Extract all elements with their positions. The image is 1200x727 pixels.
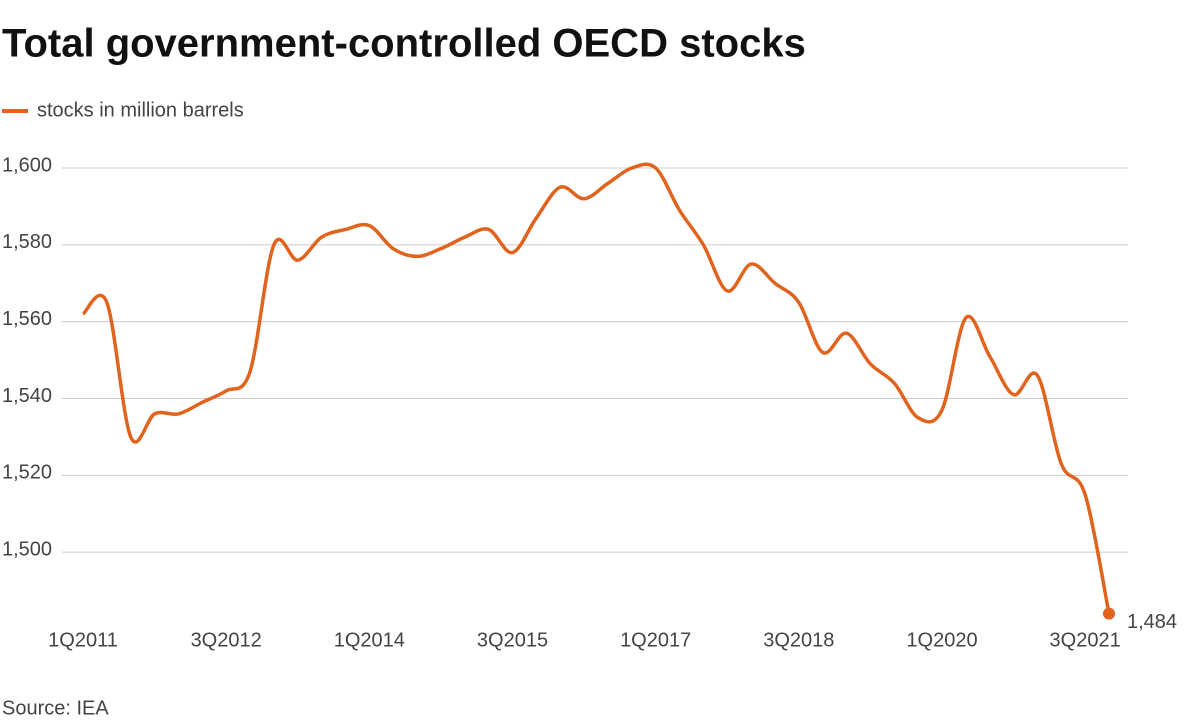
x-tick-label: 1Q2014 bbox=[334, 629, 405, 651]
line bbox=[81, 162, 1111, 614]
end-point bbox=[1103, 607, 1115, 620]
x-tick-label: 3Q2021 bbox=[1050, 629, 1121, 651]
y-tick-label: 1,600 bbox=[2, 154, 52, 176]
y-tick-label: 1,520 bbox=[2, 462, 52, 484]
y-tick-label: 1,560 bbox=[2, 308, 52, 330]
chart-title: Total government-controlled OECD stocks bbox=[2, 22, 806, 66]
x-tick-label: 3Q2015 bbox=[477, 629, 548, 651]
x-tick-label: 1Q2017 bbox=[620, 629, 691, 651]
source: Source: IEA bbox=[2, 697, 109, 719]
legend-label: stocks in million barrels bbox=[37, 99, 244, 121]
y-tick-label: 1,580 bbox=[2, 231, 52, 253]
x-tick-label: 1Q2020 bbox=[906, 629, 977, 651]
x-tick-label: 1Q2011 bbox=[48, 629, 118, 651]
x-tick-label: 3Q2012 bbox=[191, 629, 262, 651]
y-tick-label: 1,540 bbox=[2, 385, 52, 407]
value-label: 1,484 bbox=[1127, 611, 1177, 633]
x-tick-label: 3Q2018 bbox=[763, 629, 834, 651]
y-tick-label: 1,500 bbox=[2, 538, 52, 560]
